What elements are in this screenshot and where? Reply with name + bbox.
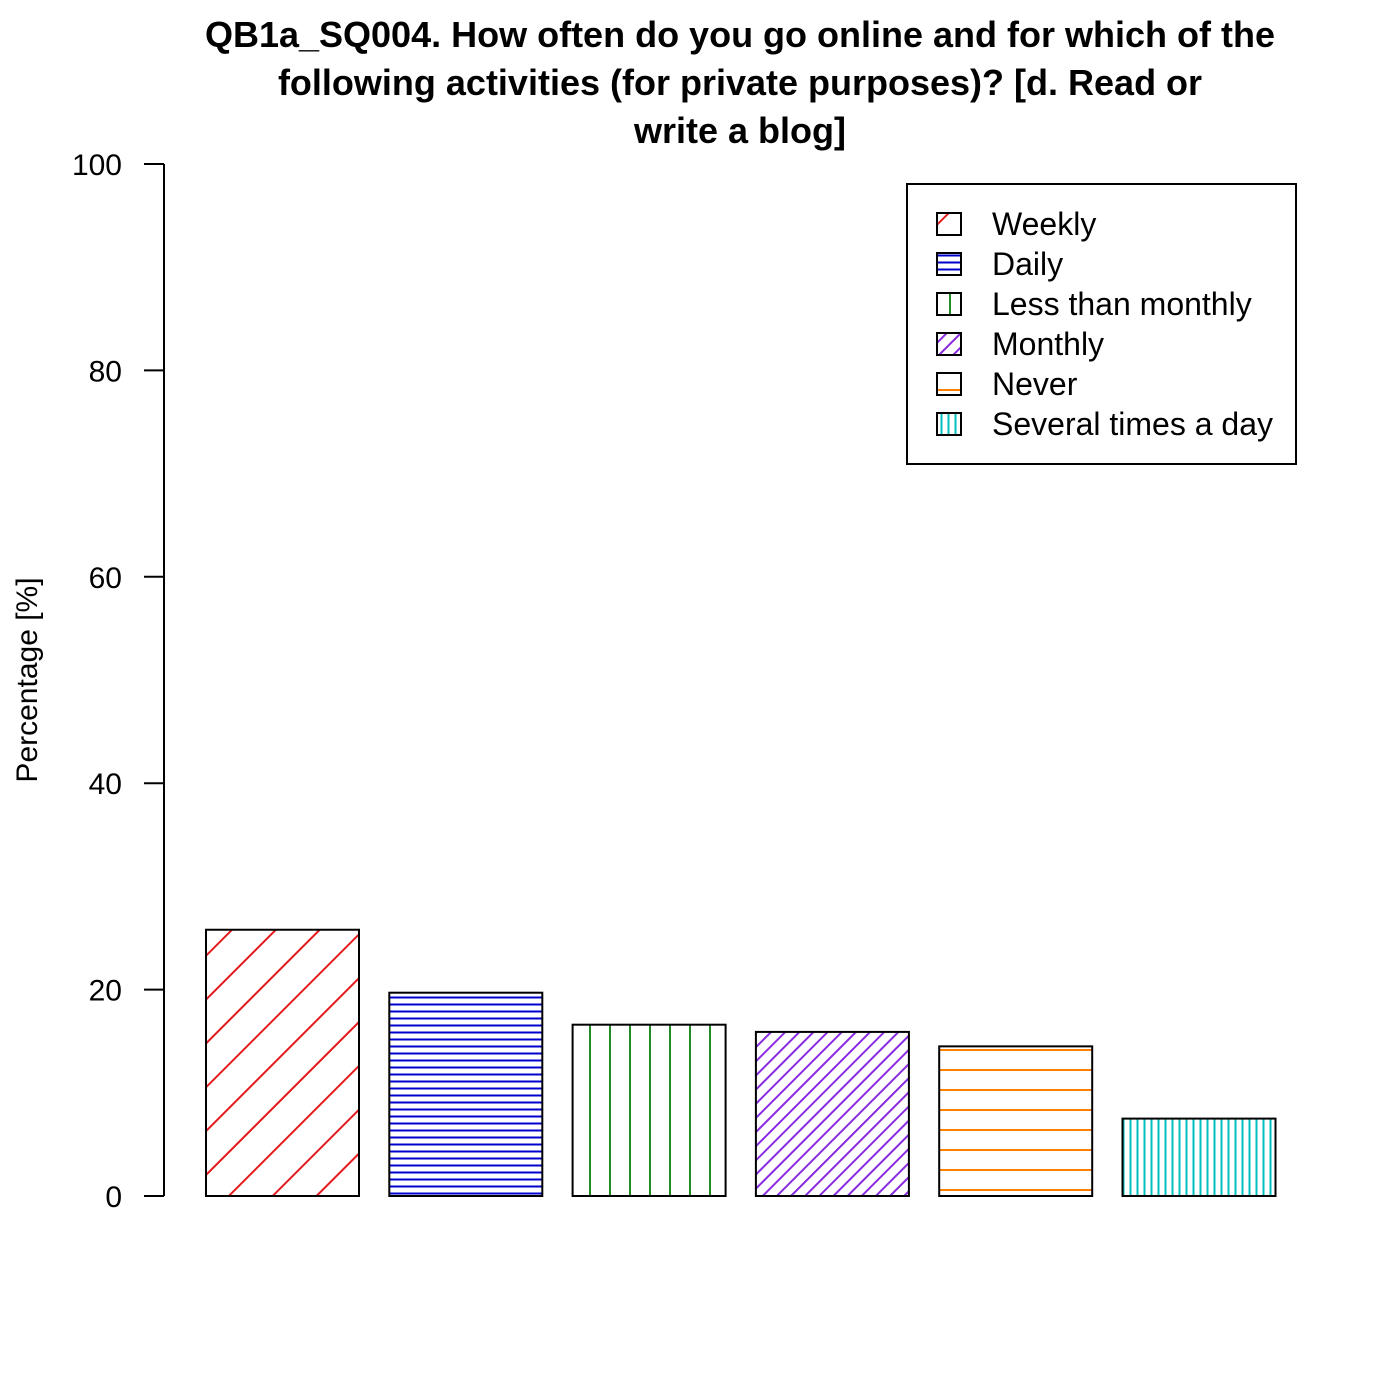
bar-several-times-a-day: [1121, 1117, 1277, 1197]
legend-swatch: [936, 212, 962, 236]
bar-daily: [388, 991, 544, 1197]
bar-never: [938, 1045, 1094, 1197]
legend-box: [906, 183, 1297, 465]
legend-label: Monthly: [992, 326, 1104, 362]
y-tick-label: 80: [89, 355, 122, 388]
y-tick-label: 60: [89, 562, 122, 595]
y-axis: 0 20 40 60 80 100: [72, 149, 165, 1214]
legend: Weekly Daily Less than monthly Monthly Never…: [906, 183, 1297, 465]
legend-label: Less than monthly: [992, 286, 1252, 322]
bars: [205, 928, 1277, 1198]
bar-weekly: [205, 928, 360, 1198]
y-tick-label: 40: [89, 768, 122, 801]
y-tick-label: 0: [105, 1181, 122, 1214]
legend-label: Daily: [992, 246, 1063, 282]
bar-monthly: [754, 1030, 910, 1197]
legend-swatch: [936, 252, 962, 276]
legend-label: Never: [992, 366, 1078, 402]
y-tick-label: 100: [72, 149, 122, 182]
legend-swatch: [936, 372, 962, 396]
y-tick-label: 20: [89, 975, 122, 1008]
chart-title: QB1a_SQ004. How often do you go online a…: [205, 14, 1275, 151]
chart-title-line-3: write a blog]: [633, 110, 846, 151]
y-axis-label: Percentage [%]: [11, 577, 44, 782]
legend-swatch: [936, 332, 962, 356]
legend-label: Weekly: [992, 206, 1096, 242]
chart-title-line-1: QB1a_SQ004. How often do you go online a…: [205, 14, 1275, 55]
legend-swatch: [936, 292, 962, 316]
legend-label: Several times a day: [992, 406, 1273, 442]
bar-less-than-monthly: [571, 1023, 727, 1197]
legend-swatch: [936, 412, 962, 436]
chart-title-line-2: following activities (for private purpos…: [278, 62, 1202, 103]
